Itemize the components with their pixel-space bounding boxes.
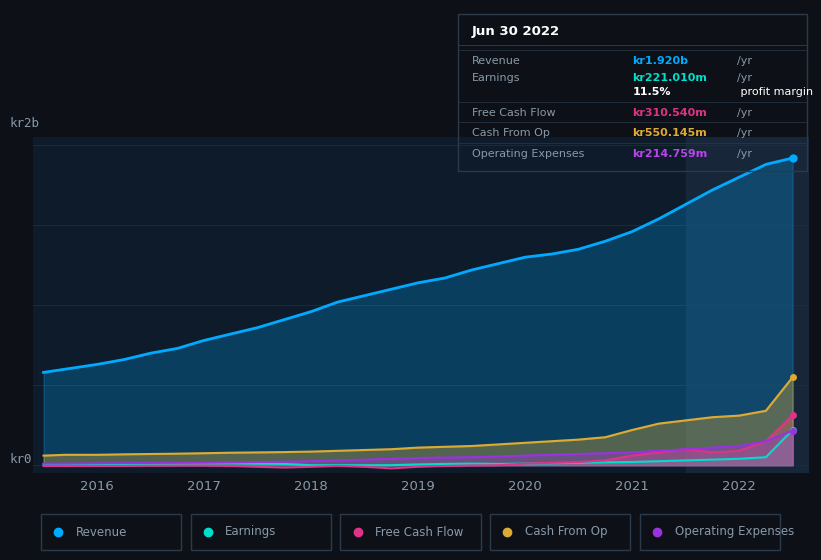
Text: Earnings: Earnings (225, 525, 277, 539)
Text: 11.5%: 11.5% (633, 87, 671, 97)
Bar (640, 514, 780, 550)
Text: Operating Expenses: Operating Expenses (472, 148, 585, 158)
Bar (686, 137, 809, 473)
Text: Operating Expenses: Operating Expenses (675, 525, 794, 539)
Text: kr221.010m: kr221.010m (633, 73, 708, 83)
Text: Earnings: Earnings (472, 73, 521, 83)
Text: Jun 30 2022: Jun 30 2022 (472, 25, 560, 38)
Text: Free Cash Flow: Free Cash Flow (472, 108, 556, 118)
Text: /yr: /yr (737, 108, 752, 118)
Text: /yr: /yr (737, 148, 752, 158)
Text: kr2b: kr2b (10, 118, 40, 130)
Text: Revenue: Revenue (472, 56, 521, 66)
Text: kr1.920b: kr1.920b (633, 56, 689, 66)
Text: kr310.540m: kr310.540m (633, 108, 708, 118)
Text: Free Cash Flow: Free Cash Flow (375, 525, 463, 539)
Text: Cash From Op: Cash From Op (525, 525, 608, 539)
Bar (490, 514, 631, 550)
Text: /yr: /yr (737, 56, 752, 66)
Text: Revenue: Revenue (76, 525, 127, 539)
Bar (341, 514, 480, 550)
Text: kr0: kr0 (10, 454, 32, 466)
Text: /yr: /yr (737, 128, 752, 138)
Bar (190, 514, 331, 550)
Bar (41, 514, 181, 550)
Text: Cash From Op: Cash From Op (472, 128, 550, 138)
Text: /yr: /yr (737, 73, 752, 83)
Text: kr214.759m: kr214.759m (633, 148, 708, 158)
Text: profit margin: profit margin (737, 87, 814, 97)
Text: kr550.145m: kr550.145m (633, 128, 708, 138)
